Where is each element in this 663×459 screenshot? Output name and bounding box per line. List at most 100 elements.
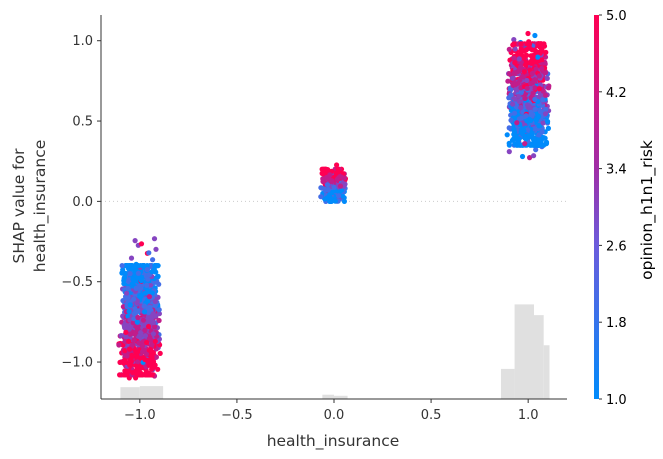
data-point <box>512 82 519 88</box>
data-point <box>123 329 129 335</box>
y-axis-ticks: 1.0 0.5 0.0 −0.5 −1.0 <box>61 34 101 371</box>
data-point <box>334 176 340 182</box>
data-point <box>132 331 138 337</box>
data-point <box>319 185 325 191</box>
data-point <box>516 93 522 99</box>
data-point <box>532 85 538 91</box>
data-point <box>516 56 522 62</box>
data-point <box>131 296 137 302</box>
data-point <box>137 283 143 289</box>
data-point <box>518 89 525 95</box>
data-point <box>527 41 533 47</box>
data-point <box>530 136 537 142</box>
data-point <box>127 317 133 323</box>
data-point <box>136 333 142 340</box>
data-point <box>326 176 332 182</box>
data-point <box>123 295 129 301</box>
data-point <box>526 133 532 139</box>
y-axis-label-line-2: health_insurance <box>31 140 50 273</box>
data-point <box>536 113 542 119</box>
data-point <box>536 137 542 143</box>
histogram-bin-2 <box>322 394 334 399</box>
data-point <box>145 372 151 378</box>
data-point <box>516 99 522 105</box>
data-point <box>537 108 544 115</box>
data-point <box>532 106 538 112</box>
histogram-bin-7 <box>543 345 550 399</box>
data-point <box>522 95 528 101</box>
data-point <box>339 187 345 193</box>
data-point <box>536 73 542 79</box>
y-tick-label: 0.0 <box>72 195 93 210</box>
data-point <box>153 313 159 319</box>
data-point <box>540 120 546 126</box>
data-point <box>506 149 512 155</box>
data-point <box>116 342 122 348</box>
data-point <box>146 323 152 330</box>
data-point <box>140 349 146 355</box>
y-tick-label: 1.0 <box>72 34 93 49</box>
data-point <box>539 65 545 72</box>
data-point <box>153 354 159 360</box>
data-point <box>130 276 136 282</box>
data-point <box>339 193 346 199</box>
data-point <box>529 70 535 77</box>
data-point <box>144 282 150 288</box>
data-point <box>138 277 144 284</box>
data-point <box>135 308 141 314</box>
colorbar-tick-label: 3.4 <box>606 163 627 178</box>
feature-histogram <box>120 304 550 399</box>
data-point <box>532 96 538 102</box>
data-point <box>510 101 516 107</box>
data-point <box>319 166 325 172</box>
data-point <box>524 118 530 124</box>
y-axis-label-line-1: SHAP value for <box>10 148 28 264</box>
data-point <box>126 308 132 314</box>
data-point <box>144 267 150 273</box>
data-point <box>543 92 549 98</box>
data-point <box>155 273 161 279</box>
data-point <box>136 340 142 346</box>
data-point <box>517 142 524 148</box>
data-point <box>132 238 138 244</box>
data-point <box>536 41 542 47</box>
data-point <box>131 337 137 343</box>
data-point <box>524 85 530 91</box>
data-point <box>539 129 545 135</box>
data-point <box>140 317 147 323</box>
data-point <box>540 97 546 103</box>
histogram-bin-1 <box>139 386 164 399</box>
data-point <box>152 324 158 330</box>
data-point <box>508 117 514 123</box>
data-point <box>516 116 523 122</box>
data-point <box>533 66 539 72</box>
data-point <box>527 155 533 161</box>
data-point <box>134 319 140 325</box>
data-point <box>511 37 517 43</box>
data-point <box>324 195 330 201</box>
data-point <box>327 172 333 178</box>
data-point <box>138 241 145 247</box>
data-point <box>123 359 129 365</box>
data-point <box>124 290 130 296</box>
colorbar-tick-label: 1.0 <box>606 393 627 408</box>
data-point <box>329 189 335 196</box>
data-point <box>512 46 518 52</box>
data-point <box>153 246 159 252</box>
x-tick-label: 1.0 <box>518 408 539 423</box>
histogram-bin-0 <box>120 387 140 399</box>
data-point <box>540 88 546 94</box>
data-point <box>506 125 512 131</box>
data-point <box>506 71 512 77</box>
data-point <box>126 263 132 269</box>
data-point <box>515 138 521 144</box>
data-point <box>146 307 152 313</box>
colorbar <box>594 15 599 399</box>
data-point <box>128 255 135 261</box>
data-point <box>331 184 337 190</box>
data-point <box>127 346 133 352</box>
data-point <box>528 80 534 87</box>
data-point <box>529 47 535 53</box>
data-point <box>129 280 135 286</box>
